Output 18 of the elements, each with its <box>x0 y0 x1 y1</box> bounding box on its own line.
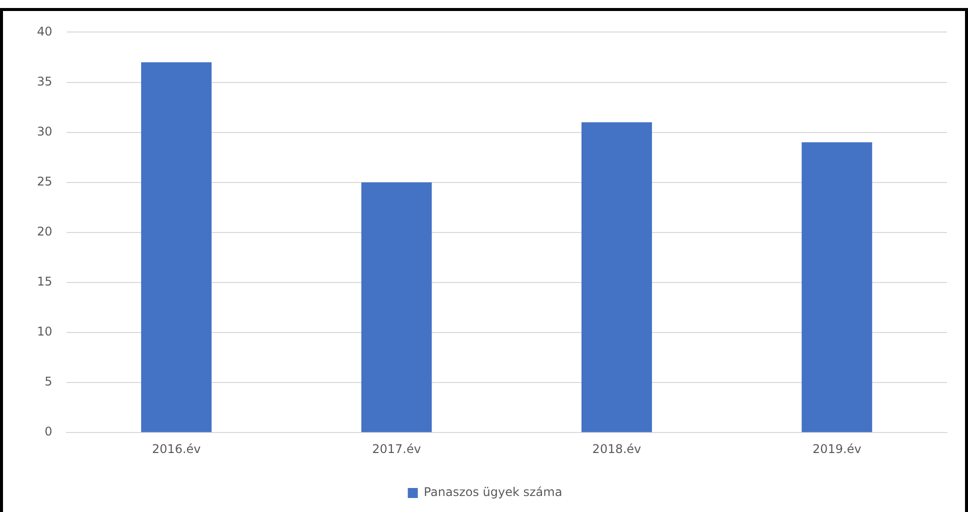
y-tick-label: 15 <box>36 274 52 289</box>
y-tick-label: 10 <box>36 324 52 339</box>
y-tick-label: 30 <box>36 124 52 138</box>
x-tick-label: 2016.év <box>152 442 201 456</box>
bar <box>141 62 212 432</box>
y-tick-label: 35 <box>36 74 52 88</box>
bar <box>802 142 872 432</box>
x-tick-label: 2019.év <box>812 442 862 456</box>
y-tick-label: 5 <box>44 374 52 389</box>
x-tick-label: 2017.év <box>372 442 421 456</box>
y-tick-label: 40 <box>36 24 52 38</box>
bar <box>361 182 432 432</box>
y-tick-label: 25 <box>36 174 52 188</box>
legend-label: Panaszos ügyek száma <box>424 485 562 500</box>
y-tick-label: 0 <box>44 424 52 439</box>
x-tick-label: 2018.év <box>592 442 642 456</box>
y-tick-label: 20 <box>36 224 52 239</box>
bar <box>581 122 652 432</box>
